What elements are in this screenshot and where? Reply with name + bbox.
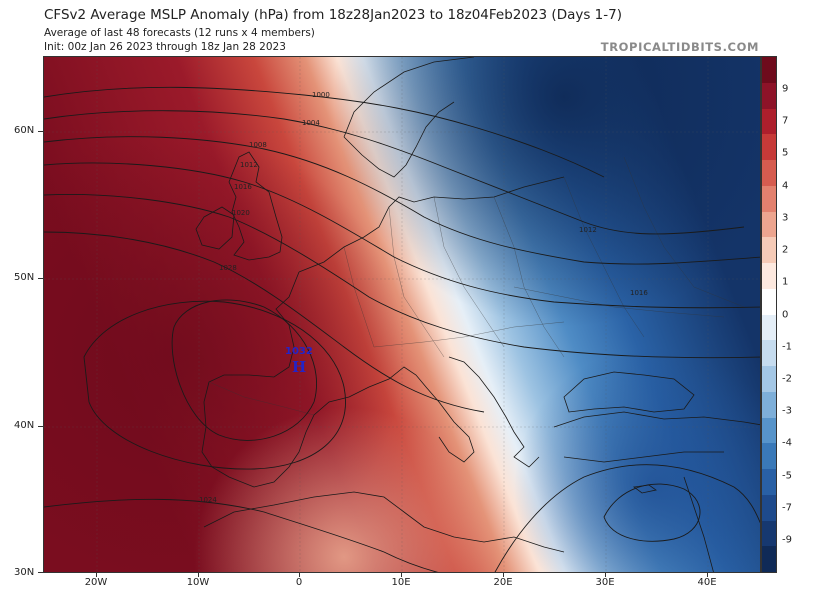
colorbar-segment — [762, 108, 776, 135]
lat-label-40n: 40N — [14, 420, 35, 431]
colorbar-segment — [762, 160, 776, 186]
lon-label-30e: 30E — [595, 577, 615, 588]
colorbar-label: -7 — [782, 502, 792, 514]
isobar-label-1016-east: 1016 — [630, 289, 648, 297]
colorbar-segment — [762, 340, 776, 366]
colorbar-segment — [762, 237, 776, 263]
colorbar-label: 3 — [782, 212, 789, 224]
colorbar-segment — [762, 469, 776, 495]
colorbar-segment — [762, 134, 776, 160]
country-borders — [208, 156, 745, 416]
isobar-label-1020: 1020 — [232, 209, 250, 217]
lon-label-40e: 40E — [697, 577, 717, 588]
high-pressure-marker: H — [292, 358, 307, 376]
colorbar-label: 0 — [782, 309, 789, 321]
colorbar-segment — [762, 494, 776, 521]
chart-subtitle: Average of last 48 forecasts (12 runs x … — [44, 27, 315, 39]
lon-label-10w: 10W — [186, 577, 210, 588]
colorbar-label: 2 — [782, 244, 789, 256]
isobar-label-1008: 1008 — [249, 141, 267, 149]
colorbar — [761, 56, 777, 573]
colorbar-segment — [762, 443, 776, 469]
lon-tick — [707, 573, 708, 577]
colorbar-label: 4 — [782, 180, 789, 192]
colorbar-segment — [762, 417, 776, 444]
colorbar-segment — [762, 185, 776, 212]
credit-watermark[interactable]: TROPICALTIDBITS.COM — [600, 40, 759, 54]
isobar-label-1016: 1016 — [234, 183, 252, 191]
map-canvas: 1000 1004 1008 1012 1012 1016 1016 1020 … — [44, 57, 760, 572]
colorbar-segment — [762, 391, 776, 418]
colorbar-label: 7 — [782, 115, 789, 127]
colorbar-segment — [762, 288, 776, 315]
lon-tick — [299, 573, 300, 577]
colorbar-segment — [762, 546, 776, 572]
colorbar-label: -9 — [782, 534, 792, 546]
lat-tick — [38, 131, 43, 132]
lon-tick — [198, 573, 199, 577]
lat-label-50n: 50N — [14, 272, 35, 283]
colorbar-label: -3 — [782, 405, 792, 417]
lat-tick — [38, 426, 43, 427]
isobar-label-1024: 1024 — [199, 496, 217, 504]
colorbar-label: -1 — [782, 341, 792, 353]
lon-tick — [605, 573, 606, 577]
lat-tick — [38, 278, 43, 279]
colorbar-label: -5 — [782, 470, 792, 482]
colorbar-segment — [762, 57, 776, 83]
colorbar-segment — [762, 520, 776, 547]
high-pressure-value: 1032 — [285, 346, 313, 357]
colorbar-label: 5 — [782, 147, 789, 159]
chart-title: CFSv2 Average MSLP Anomaly (hPa) from 18… — [44, 7, 622, 23]
lon-label-20e: 20E — [493, 577, 513, 588]
colorbar-segment — [762, 211, 776, 238]
init-line: Init: 00z Jan 26 2023 through 18z Jan 28… — [44, 41, 286, 53]
lon-label-10e: 10E — [391, 577, 411, 588]
colorbar-segment — [762, 82, 776, 109]
colorbar-label: -2 — [782, 373, 792, 385]
lon-label-20w: 20W — [84, 577, 108, 588]
lat-label-30n: 30N — [14, 567, 35, 578]
colorbar-segment — [762, 263, 776, 289]
isobars — [44, 86, 760, 572]
lon-label-0: 0 — [295, 577, 303, 588]
lat-tick — [38, 572, 43, 573]
lon-tick — [401, 573, 402, 577]
lon-tick — [96, 573, 97, 577]
colorbar-label: -4 — [782, 437, 792, 449]
isobar-label-1012: 1012 — [240, 161, 258, 169]
lon-tick — [503, 573, 504, 577]
isobar-label-1028: 1028 — [219, 264, 237, 272]
anomaly-south — [44, 57, 760, 572]
colorbar-segment — [762, 366, 776, 392]
isobar-label-1000: 1000 — [312, 91, 330, 99]
lat-label-60n: 60N — [14, 125, 35, 136]
isobar-label-1004: 1004 — [302, 119, 320, 127]
colorbar-label: 1 — [782, 276, 789, 288]
colorbar-label: 9 — [782, 83, 789, 95]
map-panel: 1000 1004 1008 1012 1012 1016 1016 1020 … — [43, 56, 761, 573]
isobar-label-1012-east: 1012 — [579, 226, 597, 234]
colorbar-segment — [762, 314, 776, 341]
